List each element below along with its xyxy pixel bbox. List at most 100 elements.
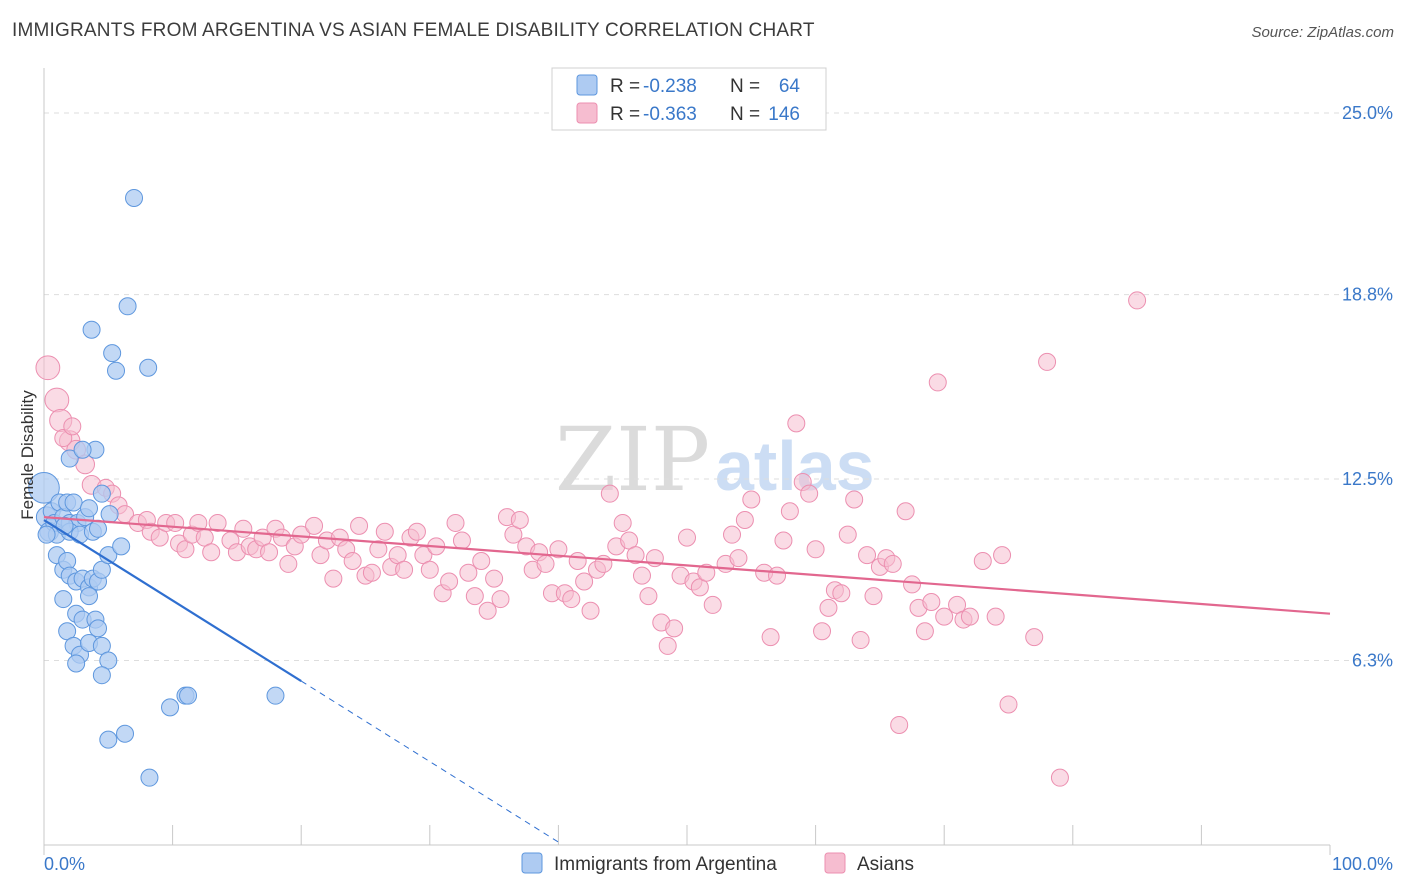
x-tick-label-left: 0.0% (44, 854, 85, 874)
legend-n-label-blue: N = (730, 76, 760, 97)
asians-point-0 (35, 355, 61, 381)
asians-point-105 (761, 628, 780, 647)
legend-r-value-blue: -0.238 (643, 76, 697, 97)
argentina-point-45 (116, 724, 135, 743)
asians-point-26 (234, 519, 253, 538)
asians-point-16 (166, 513, 185, 532)
asians-point-126 (896, 502, 915, 521)
argentina-point-17 (89, 519, 108, 538)
asians-trend-line (43, 515, 1331, 615)
asians-point-86 (626, 546, 645, 565)
y-tick-label-3: 25.0% (1342, 103, 1393, 123)
watermark: ZIP atlas (555, 408, 875, 511)
asians-point-97 (697, 563, 716, 582)
argentina-point-60 (100, 505, 119, 524)
asians-point-136 (973, 552, 992, 571)
asians-point-111 (800, 484, 819, 503)
asians-point-120 (858, 546, 877, 565)
asians-point-139 (999, 695, 1018, 714)
series-legend-label-argentina: Immigrants from Argentina (554, 854, 777, 875)
asians-point-64 (485, 569, 504, 588)
asians-point-42 (343, 552, 362, 571)
asians-point-91 (658, 636, 677, 655)
asians-point-131 (928, 373, 947, 392)
axes (43, 68, 1331, 855)
asians-point-79 (581, 601, 600, 620)
asians-point-23 (208, 513, 227, 532)
asians-point-108 (780, 502, 799, 521)
asians-point-132 (935, 607, 954, 626)
asians-point-58 (446, 513, 465, 532)
y-tick-labels: 6.3% 12.5% 18.8% 25.0% (1342, 103, 1393, 670)
asians-point-140 (1025, 628, 1044, 647)
argentina-point-51 (139, 358, 158, 377)
asians-point-137 (993, 546, 1012, 565)
argentina-point-44 (99, 730, 118, 749)
y-tick-label-1: 12.5% (1342, 469, 1393, 489)
argentina-point-42 (67, 654, 86, 673)
argentina-point-49 (103, 344, 122, 363)
legend-swatch-blue (576, 74, 598, 96)
asians-point-52 (407, 522, 426, 541)
asians-point-36 (305, 516, 324, 535)
asians-point-118 (845, 490, 864, 509)
argentina-point-43 (92, 666, 111, 685)
asians-point-57 (440, 572, 459, 591)
asians-point-143 (1128, 291, 1147, 310)
asians-point-141 (1038, 352, 1057, 371)
asians-point-116 (832, 584, 851, 603)
source-credit: Source: ZipAtlas.com (1251, 24, 1394, 41)
legend-n-value-pink: 146 (768, 104, 800, 125)
argentina-point-33 (80, 587, 99, 606)
asians-point-129 (915, 622, 934, 641)
argentina-trend-extension (300, 680, 559, 843)
asians-point-119 (851, 631, 870, 650)
series-legend-swatch-blue (521, 852, 543, 874)
argentina-point-59 (73, 440, 92, 459)
chart-title: IMMIGRANTS FROM ARGENTINA VS ASIAN FEMAL… (12, 20, 815, 41)
asians-point-50 (395, 560, 414, 579)
asians-point-101 (729, 549, 748, 568)
asians-point-135 (960, 607, 979, 626)
asians-point-46 (369, 540, 388, 559)
asians-point-43 (350, 516, 369, 535)
asians-point-78 (575, 572, 594, 591)
asians-point-1 (44, 387, 70, 413)
asians-point-65 (491, 590, 510, 609)
asians-point-35 (292, 525, 311, 544)
asians-point-92 (665, 619, 684, 638)
argentina-point-61 (92, 484, 111, 503)
legend-r-value-pink: -0.363 (643, 104, 697, 125)
asians-point-112 (806, 540, 825, 559)
legend-n-label-pink: N = (730, 104, 760, 125)
y-axis-title: Female Disability (18, 390, 37, 520)
argentina-point-15 (80, 499, 99, 518)
y-tick-label-0: 6.3% (1352, 651, 1393, 671)
series-legend-swatch-pink (824, 852, 846, 874)
asians-points (35, 291, 1147, 787)
asians-point-22 (202, 543, 221, 562)
asians-point-61 (465, 587, 484, 606)
argentina-point-20 (58, 552, 77, 571)
argentina-point-50 (107, 361, 126, 380)
asians-point-102 (735, 511, 754, 530)
argentina-point-54 (179, 686, 198, 705)
asians-point-127 (903, 575, 922, 594)
asians-point-62 (472, 552, 491, 571)
legend-n-value-blue: 64 (779, 76, 801, 97)
asians-point-114 (819, 598, 838, 617)
asians-point-63 (478, 601, 497, 620)
asians-point-124 (883, 554, 902, 573)
asians-point-33 (279, 554, 298, 573)
gridlines (44, 112, 1393, 662)
asians-point-142 (1050, 768, 1069, 787)
asians-point-109 (787, 414, 806, 433)
argentina-point-10 (64, 493, 83, 512)
asians-point-72 (536, 554, 555, 573)
asians-point-30 (260, 543, 279, 562)
asians-point-121 (864, 587, 883, 606)
asians-point-77 (568, 552, 587, 571)
argentina-point-30 (54, 590, 73, 609)
asians-point-117 (838, 525, 857, 544)
asians-point-59 (452, 531, 471, 550)
